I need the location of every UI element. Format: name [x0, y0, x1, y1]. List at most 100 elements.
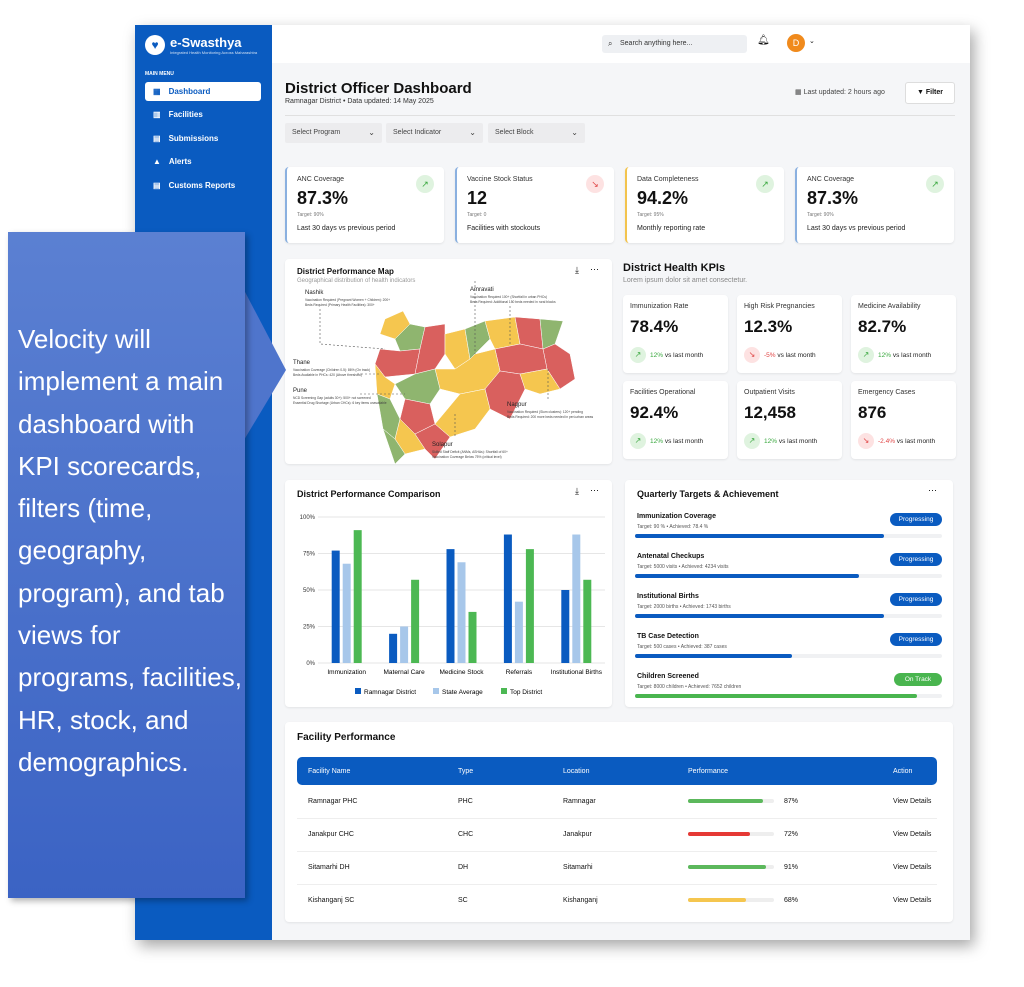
- map-annotation: Nashik Vaccination Required (Pregnant Wom…: [305, 289, 425, 308]
- card-subtitle: Geographical distribution of health indi…: [297, 278, 416, 284]
- kpi-change-value: 12%: [650, 352, 664, 359]
- x-tick-label: Institutional Births: [551, 669, 603, 676]
- health-kpi-card: Facilities Operational 92.4% ↗ 12% vs last …: [623, 381, 728, 459]
- sidebar-item-facilities[interactable]: ▥ Facilities: [145, 105, 261, 124]
- view-details-link[interactable]: View Details: [882, 851, 937, 885]
- kpi-card: Vaccine Stock Status 12 Target: 0 Facilitie…: [455, 167, 614, 243]
- table-row: Kishanganj SC SC Kishanganj 68% View Details: [297, 884, 937, 917]
- facility-table: Facility Name Type Location Performance Acti…: [297, 757, 937, 917]
- sidebar-item-label: Customs Reports: [168, 181, 236, 190]
- clipboard-icon: ▤: [153, 181, 161, 190]
- performance-bar: [688, 865, 774, 870]
- progress-bar: [635, 654, 942, 658]
- annotation-line: Beds Available in PHCs: 420 (Above thres…: [293, 372, 362, 377]
- facility-location: Kishanganj: [563, 897, 598, 905]
- x-tick-label: Referrals: [506, 669, 533, 676]
- select-indicator[interactable]: Select Indicator ⌄: [386, 123, 483, 143]
- y-tick-label: 75%: [303, 552, 316, 558]
- district-map-card: District Performance Map Geographical di…: [285, 259, 612, 464]
- kpi-title: Data Completeness: [637, 176, 699, 183]
- kpi-note: Facilities with stockouts: [467, 225, 541, 232]
- status-badge: Progressing: [890, 513, 942, 526]
- annotation-line: Essential Drug Shortage (Urban CHCs): 6 …: [293, 400, 387, 405]
- kpi-title: Emergency Cases: [858, 389, 916, 396]
- page-subtitle: Ramnagar District • Data updated: 14 May…: [285, 98, 434, 105]
- select-block[interactable]: Select Block ⌄: [488, 123, 585, 143]
- annotation-line: Vaccination Required (Slum clusters): 12…: [507, 410, 583, 414]
- kpi-change: -2.4% vs last month: [878, 438, 935, 445]
- bell-icon[interactable]: 🔔︎: [757, 35, 770, 46]
- health-kpi-card: Emergency Cases 876 ↘ -2.4% vs last month: [851, 381, 956, 459]
- facility-type: CHC: [447, 818, 552, 852]
- view-details-link[interactable]: View Details: [893, 897, 932, 905]
- kpi-target: Target: 95%: [637, 212, 664, 218]
- kpi-title: Outpatient Visits: [744, 389, 795, 396]
- x-tick-label: Maternal Care: [384, 669, 426, 676]
- table-row: Sitamarhi DH DH Sitamarhi 91% View Details: [297, 851, 937, 885]
- x-tick-label: Medicine Stock: [439, 669, 484, 676]
- view-details-link[interactable]: View Details: [882, 818, 937, 852]
- legend-label: State Average: [442, 689, 483, 696]
- search-icon: ⌕: [608, 39, 613, 48]
- section-subtitle: Lorem ipsum dolor sit amet consectetur.: [623, 277, 748, 284]
- kpi-value: 78.4%: [630, 317, 679, 336]
- app-tagline: Integrated Health Monitoring Across Maha…: [170, 50, 258, 55]
- x-tick-label: Immunization: [327, 669, 366, 676]
- callout-pointer: [244, 290, 286, 440]
- kpi-title: ANC Coverage: [297, 176, 345, 183]
- bar-state-average: [400, 626, 409, 663]
- trend-up-icon: ↗: [416, 175, 434, 193]
- health-kpi-card: Outpatient Visits 12,458 ↗ 12% vs last mont…: [737, 381, 842, 459]
- filter-button[interactable]: ▼ Filter: [905, 82, 955, 104]
- kpi-target: Target: 0: [467, 212, 487, 218]
- download-icon[interactable]: ⤓: [575, 265, 579, 275]
- target-name: TB Case Detection: [637, 633, 699, 640]
- kpi-change-value: 12%: [764, 438, 778, 445]
- trend-up-icon: ↗: [744, 433, 760, 449]
- avatar[interactable]: D: [787, 34, 805, 52]
- progress-bar: [635, 614, 942, 618]
- target-name: Institutional Births: [637, 593, 699, 600]
- bar-ramnagar-district: [446, 549, 455, 663]
- trend-up-icon: ↗: [630, 433, 646, 449]
- kpi-change: 12% vs last month: [650, 438, 703, 445]
- column-header: Facility Name: [297, 757, 447, 785]
- kpi-value: 87.3%: [297, 188, 349, 208]
- download-icon[interactable]: ⤓: [575, 486, 579, 496]
- progress-bar: [635, 694, 942, 698]
- annotation-title: Nashik: [305, 290, 324, 296]
- sidebar-item-submissions[interactable]: ▤ Submissions: [145, 129, 261, 148]
- more-icon[interactable]: ⋯: [590, 485, 599, 495]
- target-detail: Target: 5000 visits • Achieved: 4234 vis…: [637, 564, 729, 570]
- kpi-change-suffix: vs last month: [777, 352, 816, 359]
- kpi-value: 87.3%: [807, 188, 859, 208]
- more-icon[interactable]: ⋯: [590, 264, 599, 274]
- sidebar-item-alerts[interactable]: ▲ Alerts: [145, 152, 261, 171]
- select-program[interactable]: Select Program ⌄: [285, 123, 382, 143]
- sidebar-item-dashboard[interactable]: ▦ Dashboard: [145, 82, 261, 101]
- callout-text: Velocity will implement a main dashboard…: [18, 324, 242, 777]
- chevron-down-icon[interactable]: ⌄: [809, 38, 815, 45]
- legend-swatch: [433, 688, 439, 694]
- trend-down-icon: ↘: [744, 347, 760, 363]
- target-item: Institutional Births Target: 2000 births …: [635, 593, 942, 619]
- facility-name: Sitamarhi DH: [297, 851, 447, 885]
- annotation-line: Skilled Staff Deficit (ANMs, ASHAs): Sho…: [432, 450, 508, 454]
- chart-title: District Performance Comparison: [297, 489, 441, 499]
- sidebar-item-custom-reports[interactable]: ▤ Customs Reports: [145, 176, 261, 195]
- kpi-change-suffix: vs last month: [896, 438, 936, 445]
- health-kpi-card: Medicine Availability 82.7% ↗ 12% vs last m…: [851, 295, 956, 373]
- annotation-line: Beds Required: 200 more beds needed in p…: [507, 414, 594, 419]
- chevron-down-icon: ⌄: [368, 128, 375, 137]
- more-icon[interactable]: ⋯: [928, 485, 937, 495]
- view-details-link[interactable]: View Details: [882, 785, 937, 819]
- filter-icon: ▼: [917, 89, 926, 96]
- kpi-change: 12% vs last month: [650, 352, 703, 359]
- kpi-note: Last 30 days vs previous period: [297, 225, 396, 232]
- bar-ramnagar-district: [389, 633, 398, 663]
- annotation-title: Solapur: [432, 442, 453, 448]
- bar-top-district: [583, 579, 592, 663]
- search-input[interactable]: ⌕ Search anything here...: [602, 35, 747, 53]
- facility-name: Kishanganj SC: [308, 897, 355, 905]
- map-icon: ▥: [153, 110, 161, 119]
